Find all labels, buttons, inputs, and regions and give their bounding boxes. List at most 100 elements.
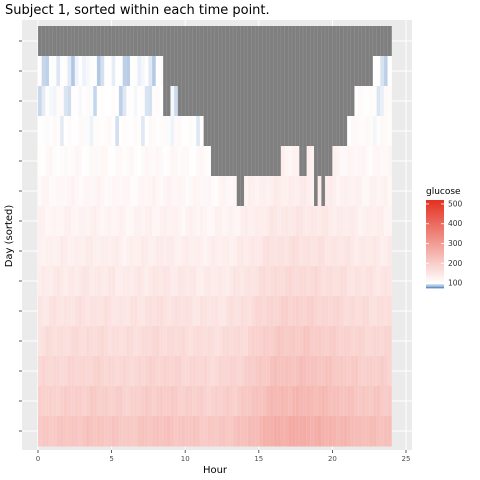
heatmap-cell xyxy=(317,26,322,57)
heatmap-cell xyxy=(174,386,179,417)
heatmap-cell xyxy=(222,236,227,267)
heatmap-cell xyxy=(343,176,348,207)
heatmap-cell xyxy=(244,326,249,357)
heatmap-cell xyxy=(218,26,223,57)
heatmap-cell xyxy=(111,206,116,237)
heatmap-cell xyxy=(96,116,102,147)
heatmap-cell xyxy=(192,266,197,297)
heatmap-cell xyxy=(302,416,308,447)
heatmap-cell xyxy=(347,296,352,327)
heatmap-cell xyxy=(225,206,230,237)
heatmap-cell xyxy=(159,356,164,387)
heatmap-cell xyxy=(332,326,337,357)
heatmap-cell xyxy=(155,116,161,147)
heatmap-cell xyxy=(233,56,238,87)
heatmap-cell xyxy=(354,116,359,147)
heatmap-cell xyxy=(71,266,76,297)
heatmap-cell xyxy=(177,146,183,177)
heatmap-cell xyxy=(343,206,348,237)
legend-colorbar-segment xyxy=(426,258,444,261)
heatmap-cell xyxy=(299,176,304,207)
heatmap-cell xyxy=(63,296,69,327)
heatmap-cell xyxy=(222,116,227,147)
heatmap-cell xyxy=(347,116,352,147)
heatmap-cell xyxy=(111,236,116,267)
heatmap-cell xyxy=(122,206,127,237)
heatmap-cell xyxy=(60,86,65,117)
heatmap-cell xyxy=(361,326,367,357)
heatmap-cell xyxy=(369,206,374,237)
heatmap-cell xyxy=(325,86,330,117)
heatmap-cell xyxy=(236,236,241,267)
heatmap-cell xyxy=(74,356,80,387)
heatmap-cell xyxy=(49,296,54,327)
legend-colorbar-segment xyxy=(426,219,444,221)
heatmap-cell xyxy=(284,176,289,207)
heatmap-cell xyxy=(89,86,94,117)
heatmap-cell xyxy=(233,356,238,387)
heatmap-cell xyxy=(328,56,333,87)
heatmap-cell xyxy=(78,236,83,267)
heatmap-cell xyxy=(295,266,300,297)
heatmap-cell xyxy=(126,356,131,387)
heatmap-cell xyxy=(302,206,308,237)
heatmap-cell xyxy=(71,206,76,237)
heatmap-cell xyxy=(210,416,216,447)
heatmap-cell xyxy=(328,86,333,117)
heatmap-cell xyxy=(93,206,98,237)
heatmap-cell xyxy=(133,146,138,177)
heatmap-cell xyxy=(321,176,326,207)
heatmap-cell xyxy=(306,296,311,327)
heatmap-cell xyxy=(314,416,319,447)
legend-colorbar-segment xyxy=(426,211,444,214)
heatmap-cell xyxy=(343,296,348,327)
heatmap-cell xyxy=(45,386,50,417)
heatmap-cell xyxy=(277,56,282,87)
heatmap-cell xyxy=(258,416,264,447)
heatmap-cell xyxy=(152,266,157,297)
heatmap-cell xyxy=(284,206,289,237)
heatmap-cell xyxy=(126,146,131,177)
heatmap-cell xyxy=(361,416,367,447)
heatmap-cell xyxy=(133,56,138,87)
heatmap-cell xyxy=(288,326,293,357)
heatmap-cell xyxy=(291,26,297,57)
heatmap-cell xyxy=(273,116,278,147)
heatmap-cell xyxy=(174,236,179,267)
heatmap-cell xyxy=(314,86,319,117)
heatmap-cell xyxy=(280,296,286,327)
heatmap-cell xyxy=(229,176,234,207)
heatmap-cell xyxy=(185,56,190,87)
heatmap-cell xyxy=(41,116,46,147)
heatmap-cell xyxy=(299,26,304,57)
heatmap-cell xyxy=(89,146,94,177)
heatmap-cell xyxy=(321,26,326,57)
heatmap-cell xyxy=(266,116,271,147)
heatmap-cell xyxy=(56,26,61,57)
heatmap-cell xyxy=(196,116,201,147)
heatmap-cell xyxy=(380,26,385,57)
heatmap-cell xyxy=(291,116,297,147)
heatmap-cell xyxy=(269,266,275,297)
legend-colorbar-segment xyxy=(426,232,444,235)
heatmap-cell xyxy=(299,296,304,327)
heatmap-cell xyxy=(203,116,208,147)
heatmap-cell xyxy=(122,356,127,387)
heatmap-cell xyxy=(67,266,72,297)
heatmap-cell xyxy=(207,206,212,237)
heatmap-cell xyxy=(229,236,234,267)
heatmap-cell xyxy=(122,296,127,327)
heatmap-cell xyxy=(74,386,80,417)
heatmap-cell xyxy=(122,416,127,447)
heatmap-cell xyxy=(314,56,319,87)
heatmap-cell xyxy=(71,296,76,327)
heatmap-cell xyxy=(299,146,304,177)
heatmap-cell xyxy=(222,386,227,417)
heatmap-cell xyxy=(372,236,378,267)
heatmap-cell xyxy=(314,206,319,237)
heatmap-cell xyxy=(225,296,230,327)
legend-colorbar-segment xyxy=(426,201,444,204)
heatmap-cell xyxy=(350,236,356,267)
heatmap-cell xyxy=(60,116,65,147)
heatmap-cell xyxy=(82,116,87,147)
